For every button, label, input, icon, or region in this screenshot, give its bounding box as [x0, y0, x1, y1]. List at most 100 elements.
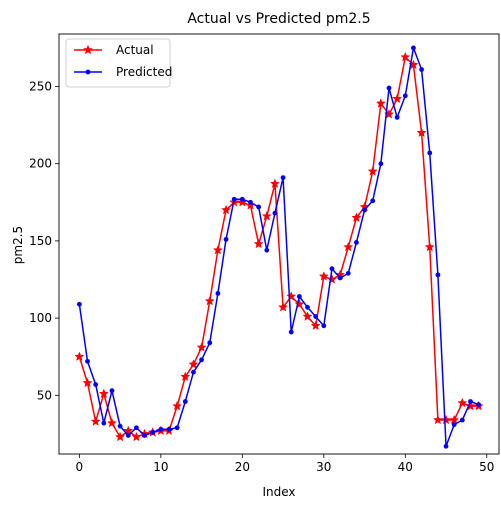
data-point-predicted: [394, 114, 400, 120]
data-point-predicted: [207, 340, 213, 346]
data-point-predicted: [313, 314, 319, 319]
data-point-actual: [424, 241, 435, 252]
data-point-actual: [90, 416, 101, 426]
data-point-predicted: [182, 399, 188, 404]
data-point-actual: [269, 178, 280, 189]
data-point-predicted: [199, 357, 204, 363]
legend-item-actual: Actual: [74, 43, 154, 57]
x-axis: 0 10 20 30 40 50: [76, 454, 494, 474]
data-point-predicted: [231, 196, 237, 202]
data-point-actual: [278, 302, 289, 312]
data-point-actual: [343, 241, 354, 252]
data-point-actual: [131, 431, 142, 442]
data-point-actual: [457, 397, 468, 408]
data-point-actual: [286, 291, 297, 301]
data-point-predicted: [329, 266, 335, 272]
plot-area: [74, 45, 484, 449]
data-point-predicted: [419, 67, 424, 72]
data-point-predicted: [296, 294, 302, 299]
data-point-predicted: [288, 329, 294, 335]
data-point-predicted: [280, 175, 286, 181]
data-point-predicted: [427, 150, 433, 156]
data-point-actual: [188, 359, 199, 369]
data-point-predicted: [117, 423, 123, 429]
plot-frame: [58, 33, 500, 455]
legend-box: [65, 38, 171, 88]
data-point-predicted: [443, 443, 449, 449]
x-tick-label: 10: [153, 460, 168, 474]
data-point-predicted: [239, 196, 245, 202]
data-point-actual: [180, 371, 191, 382]
data-point-predicted: [150, 429, 156, 435]
data-point-actual: [400, 51, 411, 62]
data-point-predicted: [76, 301, 82, 307]
y-tick-label: 250: [29, 80, 52, 94]
data-point-actual: [196, 342, 207, 352]
data-point-actual: [310, 320, 321, 331]
data-point-actual: [253, 238, 264, 249]
y-tick-label: 50: [37, 388, 52, 402]
data-point-predicted: [386, 85, 392, 91]
data-point-predicted: [435, 272, 441, 278]
data-point-predicted: [85, 358, 90, 364]
data-point-actual: [449, 414, 460, 425]
data-point-predicted: [158, 426, 164, 432]
data-point-predicted: [101, 420, 107, 426]
data-point-predicted: [305, 304, 310, 310]
data-point-predicted: [370, 198, 376, 204]
legend-marker: [82, 44, 94, 55]
data-point-predicted: [215, 291, 221, 296]
data-point-predicted: [264, 247, 270, 253]
data-point-actual: [115, 431, 126, 442]
x-tick-label: 20: [235, 460, 250, 474]
data-point-actual: [123, 425, 134, 436]
data-point-actual: [375, 98, 386, 108]
data-point-actual: [74, 351, 85, 361]
data-point-actual: [392, 93, 403, 104]
x-tick-label: 30: [316, 460, 331, 474]
chart-title: Actual vs Predicted pm2.5: [187, 11, 370, 27]
data-point-predicted: [191, 369, 196, 375]
y-tick-label: 200: [29, 157, 52, 171]
data-point-predicted: [109, 388, 115, 394]
data-point-predicted: [411, 45, 416, 51]
x-tick-label: 50: [479, 460, 494, 474]
legend-item-predicted: Predicted: [74, 65, 172, 79]
data-point-predicted: [223, 236, 229, 242]
data-point-actual: [204, 295, 215, 306]
y-tick-label: 100: [29, 311, 52, 325]
data-point-predicted: [256, 204, 262, 210]
data-point-predicted: [362, 207, 367, 213]
data-point-actual: [172, 400, 183, 411]
data-point-predicted: [272, 210, 278, 216]
data-point-predicted: [93, 382, 99, 387]
data-point-predicted: [451, 422, 457, 428]
data-point-predicted: [125, 433, 131, 438]
data-point-actual: [261, 210, 272, 221]
legend-label: Predicted: [116, 65, 172, 79]
legend: Actual Predicted: [65, 38, 172, 88]
legend-label: Actual: [116, 43, 154, 57]
data-point-predicted: [402, 93, 408, 99]
data-point-actual: [351, 212, 362, 223]
data-point-predicted: [248, 199, 253, 205]
data-point-actual: [302, 311, 313, 321]
data-point-predicted: [468, 399, 473, 404]
data-point-actual: [106, 417, 117, 428]
data-point-actual: [367, 166, 378, 176]
data-point-actual: [221, 204, 232, 215]
data-point-actual: [212, 244, 223, 255]
data-point-predicted: [345, 270, 351, 276]
y-axis: 50 100 150 200 250: [29, 80, 59, 402]
x-tick-label: 0: [76, 460, 84, 474]
y-tick-label: 150: [29, 234, 52, 248]
data-point-actual: [318, 271, 329, 281]
data-point-predicted: [166, 426, 172, 432]
data-point-actual: [416, 127, 427, 138]
x-axis-title: Index: [262, 485, 295, 499]
data-point-predicted: [476, 402, 482, 407]
series-predicted: [76, 45, 482, 449]
data-point-predicted: [142, 433, 147, 438]
data-point-actual: [82, 377, 93, 388]
